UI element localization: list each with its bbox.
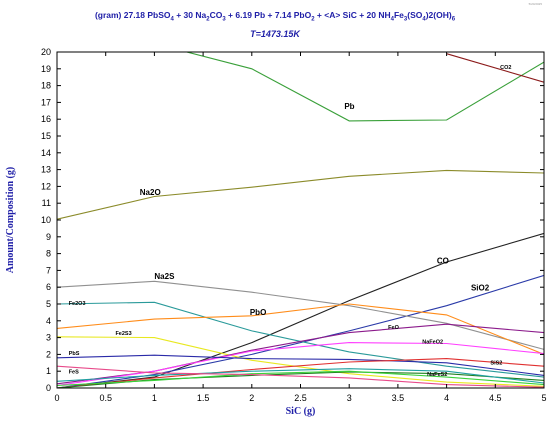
series-label-nafes2: NaFeS2 xyxy=(427,372,447,378)
chart-subtitle: T=1473.15K xyxy=(250,29,300,39)
title-subscript: 3 xyxy=(403,16,408,23)
title-text: + <A> SiC + 20 NH xyxy=(314,10,391,20)
series-layer xyxy=(57,52,544,388)
y-tick-label: 15 xyxy=(41,131,51,141)
title-text: + 30 Na xyxy=(173,10,207,20)
series-labels-layer: Pb CO2 Na2O CO SiO2 Na2S Fe2O3 PbO Fe2S3 FeO NaFeO… xyxy=(69,65,512,378)
y-tick-label: 5 xyxy=(46,299,51,309)
series-line-unlabeled-16 xyxy=(57,365,544,388)
series-label-pbo: PbO xyxy=(250,308,266,317)
y-tick-label: 9 xyxy=(46,232,51,242)
series-label-co2: CO2 xyxy=(500,65,511,71)
title-text: CO xyxy=(209,10,223,20)
y-tick-label: 0 xyxy=(46,383,51,393)
y-tick-label: 20 xyxy=(41,47,51,57)
date-stamp: 5/20/2025 xyxy=(528,2,542,6)
series-line-fes xyxy=(57,368,544,384)
x-tick-label: 1 xyxy=(152,393,157,403)
title-subscript: 4 xyxy=(170,16,174,23)
x-tick-label: 3.5 xyxy=(392,393,405,403)
y-tick-label: 8 xyxy=(46,249,51,259)
series-label-fe2o3: Fe2O3 xyxy=(69,301,86,307)
ticks-layer: 0 0.5 1 1.5 2 2.5 3 3.5 4 4.5 50123456789101112131… xyxy=(41,47,547,403)
series-line-fe2s3 xyxy=(57,336,544,387)
y-axis-label: Amount/Composition (g) xyxy=(5,167,16,273)
series-label-pb: Pb xyxy=(344,102,354,111)
title-subscript: 3 xyxy=(222,16,226,23)
y-tick-label: 11 xyxy=(42,198,51,208)
series-label-co: CO xyxy=(437,257,449,266)
y-tick-label: 12 xyxy=(41,181,51,191)
series-label-nafeo2: NaFeO2 xyxy=(422,339,443,345)
y-tick-label: 16 xyxy=(41,114,51,124)
x-tick-label: 1.5 xyxy=(197,393,210,403)
title-text: (gram) 27.18 PbSO xyxy=(94,10,171,20)
series-line-na2s xyxy=(57,280,544,350)
y-tick-label: 13 xyxy=(41,165,51,175)
x-axis-label: SiC (g) xyxy=(286,406,316,417)
x-tick-label: 2.5 xyxy=(294,393,307,403)
y-tick-label: 10 xyxy=(41,215,51,225)
title-subscript: 4 xyxy=(390,16,394,23)
y-tick-label: 1 xyxy=(46,366,51,376)
y-tick-label: 7 xyxy=(46,265,51,275)
series-label-fes: FeS xyxy=(69,370,79,376)
series-line-na2o xyxy=(57,169,544,220)
title-subscript: 2 xyxy=(311,16,315,23)
y-tick-label: 17 xyxy=(41,97,51,107)
series-label-pbs: PbS xyxy=(69,351,80,357)
y-tick-label: 18 xyxy=(41,81,51,91)
title-text: Fe xyxy=(393,10,404,20)
y-tick-label: 4 xyxy=(46,316,51,326)
y-tick-label: 6 xyxy=(46,282,51,292)
series-line-unlabeled-15 xyxy=(57,370,544,387)
series-label-sis2: SiS2 xyxy=(490,360,502,366)
series-label-feo: FeO xyxy=(388,325,399,331)
series-line-sis2 xyxy=(57,358,544,388)
title-subscript: 6 xyxy=(451,16,456,23)
y-tick-label: 3 xyxy=(46,333,51,343)
title-text: (SO xyxy=(407,10,423,20)
series-line-pbo xyxy=(57,303,544,355)
x-tick-label: 5 xyxy=(541,393,546,403)
series-label-na2o: Na2O xyxy=(140,188,161,197)
series-line-co2 xyxy=(446,53,544,83)
x-tick-label: 4 xyxy=(444,393,449,403)
series-line-nafeo2 xyxy=(57,342,544,387)
y-tick-label: 2 xyxy=(46,349,51,359)
title-text: + 6.19 Pb + 7.14 PbO xyxy=(225,10,312,20)
x-tick-label: 3 xyxy=(347,393,352,403)
series-label-sio2: SiO2 xyxy=(471,284,490,293)
series-line-pb xyxy=(184,52,544,122)
series-line-pbs xyxy=(57,354,544,376)
y-tick-label: 19 xyxy=(41,64,51,74)
x-tick-label: 2 xyxy=(249,393,254,403)
series-label-fe2s3: Fe2S3 xyxy=(115,331,131,337)
x-tick-label: 0 xyxy=(54,393,59,403)
series-label-na2s: Na2S xyxy=(154,272,175,281)
title-subscript: 4 xyxy=(422,16,426,23)
title-subscript: 2 xyxy=(206,16,210,23)
x-tick-label: 4.5 xyxy=(489,393,502,403)
title-text: )2(OH) xyxy=(425,10,452,20)
x-tick-label: 0.5 xyxy=(99,393,112,403)
series-line-co xyxy=(57,232,544,388)
chart-title: (gram) 27.18 PbSO4 + 30 Na2CO3 + 6.19 Pb… xyxy=(0,10,550,23)
y-tick-label: 14 xyxy=(41,148,51,158)
